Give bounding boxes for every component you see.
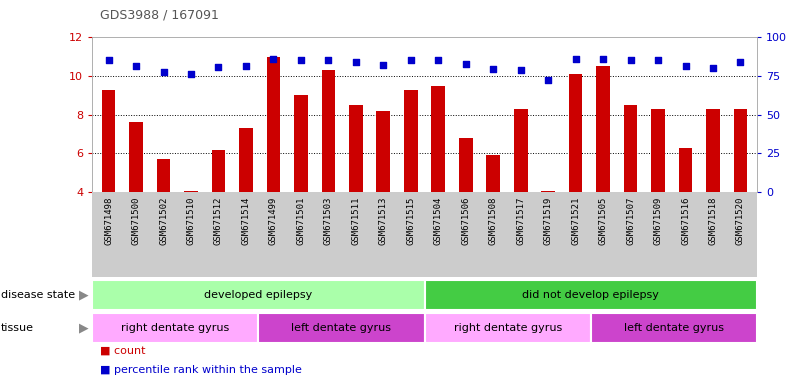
Text: GSM671513: GSM671513	[379, 197, 388, 245]
Text: tissue: tissue	[1, 323, 34, 333]
Text: ■ count: ■ count	[100, 346, 146, 356]
Text: GSM671512: GSM671512	[214, 197, 223, 245]
Bar	[734, 109, 747, 192]
Point	[212, 64, 225, 70]
Text: GSM671508: GSM671508	[489, 197, 497, 245]
Bar	[376, 111, 390, 192]
Text: developed epilepsy: developed epilepsy	[204, 290, 312, 300]
Point	[184, 71, 197, 77]
Text: GSM671509: GSM671509	[654, 197, 662, 245]
Text: GSM671511: GSM671511	[352, 197, 360, 245]
Text: ■ percentile rank within the sample: ■ percentile rank within the sample	[100, 365, 302, 375]
Point	[377, 62, 390, 68]
Text: GSM671505: GSM671505	[598, 197, 608, 245]
Bar	[157, 159, 171, 192]
Point	[295, 58, 308, 64]
Point	[103, 58, 115, 64]
Bar	[486, 156, 500, 192]
Text: GSM671515: GSM671515	[406, 197, 415, 245]
Text: GSM671506: GSM671506	[461, 197, 470, 245]
Point	[734, 60, 747, 66]
Text: left dentate gyrus: left dentate gyrus	[292, 323, 392, 333]
Bar	[102, 89, 115, 192]
Point	[679, 63, 692, 70]
Point	[405, 58, 417, 64]
Point	[541, 77, 554, 83]
Bar	[541, 191, 555, 192]
Bar	[404, 89, 417, 192]
Text: GSM671520: GSM671520	[736, 197, 745, 245]
Bar	[459, 138, 473, 192]
Point	[706, 65, 719, 71]
Bar	[569, 74, 582, 192]
Text: GSM671500: GSM671500	[131, 197, 140, 245]
Text: ▶: ▶	[78, 289, 88, 302]
Bar	[129, 122, 143, 192]
Text: GSM671510: GSM671510	[187, 197, 195, 245]
Bar	[92, 280, 425, 310]
Point	[349, 60, 362, 66]
Point	[130, 63, 143, 70]
Point	[459, 61, 472, 68]
Bar	[349, 105, 363, 192]
Bar	[92, 313, 258, 343]
Text: GSM671502: GSM671502	[159, 197, 168, 245]
Text: GSM671518: GSM671518	[709, 197, 718, 245]
Text: right dentate gyrus: right dentate gyrus	[453, 323, 562, 333]
Bar	[321, 70, 336, 192]
Bar	[258, 313, 425, 343]
Point	[624, 56, 637, 63]
Point	[239, 63, 252, 70]
Bar	[590, 313, 757, 343]
Text: GSM671519: GSM671519	[544, 197, 553, 245]
Text: GSM671504: GSM671504	[434, 197, 443, 245]
Bar	[267, 56, 280, 192]
Point	[487, 66, 500, 72]
Text: did not develop epilepsy: did not develop epilepsy	[522, 290, 659, 300]
Point	[514, 67, 527, 73]
Text: GSM671498: GSM671498	[104, 197, 113, 245]
Bar	[184, 191, 198, 192]
Text: right dentate gyrus: right dentate gyrus	[121, 323, 229, 333]
Text: GSM671501: GSM671501	[296, 197, 305, 245]
Bar	[706, 109, 720, 192]
Text: GSM671516: GSM671516	[681, 197, 690, 245]
Bar	[239, 128, 253, 192]
Bar	[425, 313, 590, 343]
Bar	[211, 150, 225, 192]
Bar	[678, 148, 692, 192]
Bar	[651, 109, 665, 192]
Bar	[294, 95, 308, 192]
Bar	[425, 280, 757, 310]
Bar	[596, 66, 610, 192]
Point	[157, 69, 170, 75]
Text: GSM671517: GSM671517	[516, 197, 525, 245]
Text: GSM671514: GSM671514	[241, 197, 251, 245]
Bar	[624, 105, 638, 192]
Text: GSM671503: GSM671503	[324, 197, 333, 245]
Point	[570, 55, 582, 61]
Text: ▶: ▶	[78, 322, 88, 335]
Point	[597, 55, 610, 61]
Text: left dentate gyrus: left dentate gyrus	[624, 323, 724, 333]
Bar	[513, 109, 528, 192]
Text: GSM671521: GSM671521	[571, 197, 580, 245]
Point	[432, 56, 445, 63]
Text: GSM671499: GSM671499	[269, 197, 278, 245]
Text: GDS3988 / 167091: GDS3988 / 167091	[100, 9, 219, 22]
Point	[267, 55, 280, 61]
Text: GSM671507: GSM671507	[626, 197, 635, 245]
Text: disease state: disease state	[1, 290, 75, 300]
Point	[652, 58, 665, 64]
Bar	[432, 86, 445, 192]
Point	[322, 58, 335, 64]
